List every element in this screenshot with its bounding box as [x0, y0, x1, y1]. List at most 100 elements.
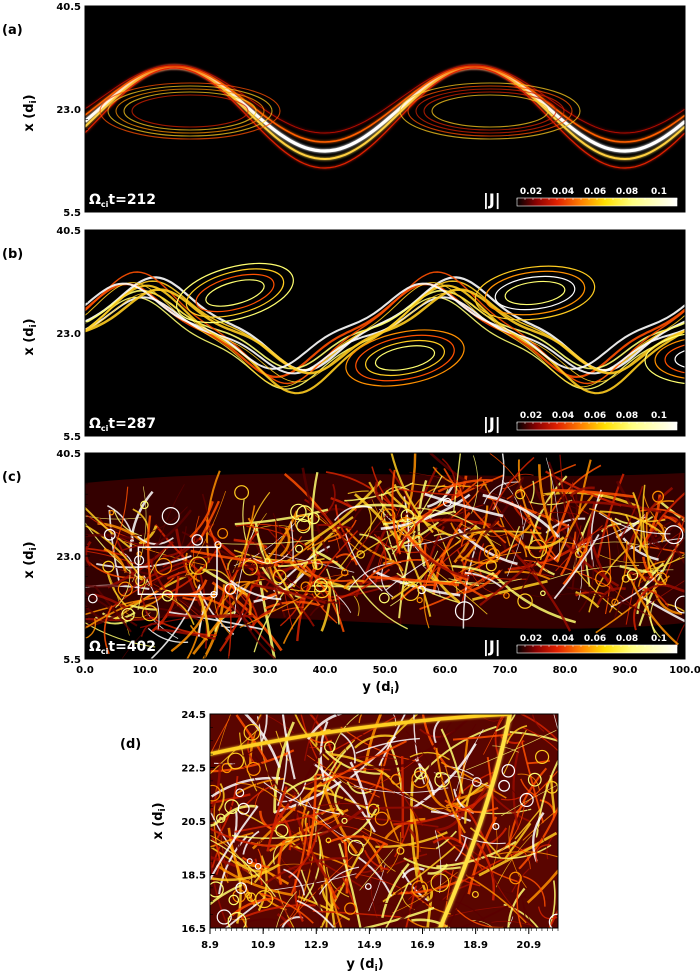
vortex [434, 772, 450, 788]
current-filament [138, 525, 158, 545]
current-filament [507, 537, 588, 571]
current-filament [377, 535, 387, 566]
current-filament [408, 827, 422, 853]
current-filament [491, 571, 577, 624]
current-filament [440, 761, 507, 799]
current-filament [359, 848, 394, 891]
vortex [235, 882, 248, 894]
current-filament [283, 868, 306, 896]
current-filament [405, 533, 469, 582]
current-filament [494, 520, 531, 553]
current-filament [538, 464, 557, 538]
current-filament [358, 714, 363, 724]
current-filament [235, 860, 262, 873]
current-filament [309, 737, 333, 744]
vortex [454, 601, 475, 621]
current-filament [289, 856, 353, 920]
current-filament [218, 539, 312, 545]
current-filament [129, 604, 158, 611]
vortex [654, 572, 668, 586]
vortex [314, 582, 330, 599]
current-filament [354, 734, 394, 749]
vortex [364, 883, 372, 890]
current-filament [334, 783, 345, 816]
vortex-arc [107, 85, 273, 137]
current-filament [469, 827, 502, 859]
current-filament [323, 483, 336, 516]
current-filament [279, 527, 291, 558]
vortex [347, 839, 364, 856]
vortex-loop [654, 336, 685, 380]
current-filament [428, 515, 459, 596]
current-filament [539, 468, 553, 561]
current-filament [310, 784, 336, 797]
current-filament [258, 580, 277, 659]
current-filament [218, 584, 254, 652]
vortex [595, 570, 612, 587]
current-filament [553, 714, 558, 732]
vortex [290, 503, 307, 521]
colorbar-title: |J| [483, 414, 501, 434]
current-filament [384, 882, 409, 928]
current-filament [85, 616, 159, 622]
current-filament [615, 480, 664, 552]
vortex-loop [195, 273, 275, 313]
current-filament [168, 611, 263, 631]
current-filament [392, 878, 463, 895]
current-filament [563, 540, 620, 588]
current-filament [548, 880, 556, 928]
current-filament [115, 569, 131, 609]
current-filament [235, 777, 285, 795]
y-tick-label: 40.5 [56, 226, 81, 237]
vortex [210, 784, 221, 802]
colorbar-tick-label: 0.08 [616, 187, 638, 197]
current-filament [197, 592, 211, 637]
vortex [396, 846, 405, 855]
current-filament [397, 787, 424, 827]
current-filament [335, 553, 358, 566]
current-filament [522, 808, 558, 841]
current-filament [380, 493, 471, 530]
vortex [215, 813, 226, 824]
current-filament [362, 827, 436, 850]
current-filament [331, 915, 344, 928]
current-filament [121, 604, 180, 659]
current-filament [223, 597, 276, 652]
current-filament [325, 471, 395, 509]
current-filament [232, 594, 277, 659]
current-filament [406, 539, 445, 552]
vortex-arc [423, 91, 557, 131]
current-filament [493, 770, 550, 854]
current-filament [210, 793, 251, 805]
current-filament [596, 587, 626, 606]
vortex [108, 509, 115, 516]
current-filament [441, 882, 480, 901]
vortex [664, 525, 684, 545]
current-filament [332, 805, 365, 820]
current-filament [465, 874, 527, 924]
time-label: Ωcit=212 [89, 192, 156, 209]
current-filament [455, 908, 504, 928]
current-filament [550, 488, 636, 499]
current-filament [503, 729, 527, 775]
vortex [501, 763, 516, 778]
current-filament [304, 564, 345, 633]
vortex [210, 881, 224, 898]
current-filament [240, 557, 338, 564]
current-filament [514, 523, 532, 539]
current-filament [265, 554, 302, 615]
current-filament [501, 784, 535, 801]
current-filament [337, 825, 382, 847]
vortex [227, 912, 247, 928]
current-filament [562, 536, 592, 586]
current-filament [599, 510, 665, 536]
current-filament [220, 804, 258, 821]
current-filament [243, 714, 281, 769]
current-filament [264, 857, 348, 885]
vortex [652, 490, 665, 503]
current-filament [409, 751, 450, 761]
vortex [340, 568, 349, 577]
colorbar-tick-label: 0.04 [552, 634, 574, 644]
x-tick-label: 80.0 [553, 665, 578, 676]
current-filament [360, 906, 435, 928]
